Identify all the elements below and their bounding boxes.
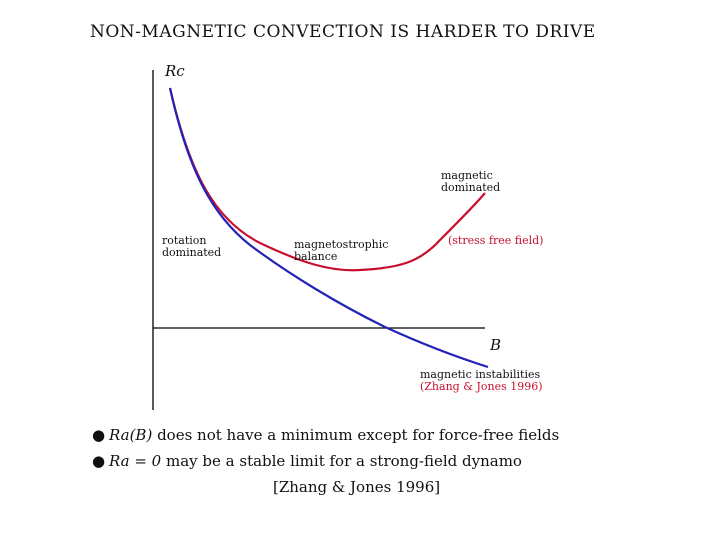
magnetic-dominated-line-1: magnetic: [441, 169, 493, 182]
magnetic-dominated-label: magnetic dominated: [441, 170, 500, 194]
reference-citation: [Zhang & Jones 1996]: [273, 478, 441, 496]
y-axis-label: Rc: [165, 62, 185, 80]
stress-free-field-curve: [168, 87, 486, 272]
bullet-icon: ●: [92, 452, 106, 470]
bullet-2-math: Ra = 0: [109, 452, 162, 470]
bullet-icon: ●: [92, 426, 106, 444]
magnetostrophic-balance-line-1: magnetostrophic: [294, 238, 389, 251]
magnetostrophic-balance-label: magnetostrophic balance: [294, 239, 388, 263]
bullet-item-1: ● Ra(B) does not have a minimum except fo…: [92, 426, 559, 444]
x-axis-label-text: B: [490, 336, 502, 354]
bullet-1-text: does not have a minimum except for force…: [152, 426, 560, 444]
zhang-jones-citation-label: (Zhang & Jones 1996): [420, 380, 543, 393]
rotation-dominated-line-2: dominated: [162, 246, 222, 259]
magnetostrophic-balance-line-2: balance: [294, 250, 338, 263]
magnetic-dominated-line-2: dominated: [441, 181, 501, 194]
x-axis-label: B: [490, 336, 501, 354]
rotation-dominated-label: rotation dominated: [162, 235, 221, 259]
bullet-2-text: may be a stable limit for a strong-field…: [161, 452, 522, 470]
bullet-1-math: Ra(B): [109, 426, 153, 444]
slide-title: NON-MAGNETIC CONVECTION IS HARDER TO DRI…: [90, 22, 596, 42]
y-axis-label-text: Rc: [165, 62, 185, 80]
bullet-item-2: ● Ra = 0 may be a stable limit for a stro…: [92, 452, 522, 470]
rotation-dominated-line-1: rotation: [162, 234, 207, 247]
magnetic-instabilities-label: magnetic instabilities: [420, 368, 541, 381]
magnetic-instabilities-curve: [168, 87, 489, 369]
stress-free-field-label: (stress free field): [448, 234, 544, 247]
